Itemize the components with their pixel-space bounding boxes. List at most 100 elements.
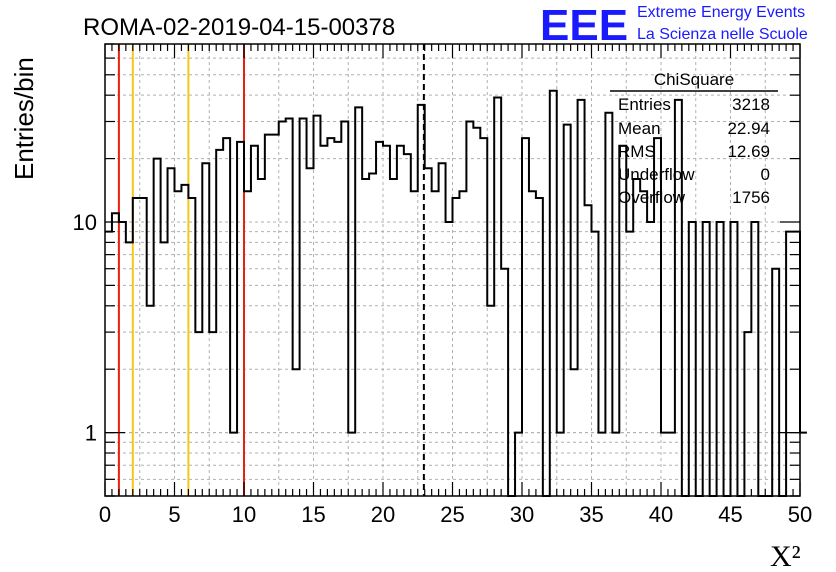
histogram-bin: [327, 138, 334, 496]
axis-ticks: [104, 43, 801, 497]
y-tick-label: 10: [73, 210, 97, 235]
histogram-bin: [341, 122, 348, 496]
histogram-bin: [404, 154, 411, 496]
histogram-bin: [605, 113, 612, 496]
histogram-bin: [668, 433, 675, 496]
x-tick-label: 20: [371, 502, 395, 527]
x-tick-labels: 0 5 10 15 20 25 30 35 40 45 50: [99, 502, 812, 527]
x-tick-label: 35: [579, 502, 603, 527]
histogram-bin: [202, 163, 209, 496]
stats-value-underflow: 0: [761, 165, 770, 184]
histogram-bin: [161, 242, 168, 496]
x-tick-label: 25: [440, 502, 464, 527]
histogram-bin: [487, 306, 494, 496]
histogram-bin: [612, 433, 619, 496]
histogram-bin: [717, 222, 724, 496]
histogram-bin: [133, 198, 140, 496]
histogram-bin: [703, 222, 710, 496]
stats-label-underflow: Underflow: [618, 165, 695, 184]
histogram-bin: [564, 125, 571, 496]
histogram-bin: [105, 232, 112, 496]
histogram-bin: [320, 146, 327, 496]
histogram-bin: [300, 119, 307, 496]
histogram-bin: [272, 135, 279, 496]
histogram-bin: [376, 142, 383, 496]
x-tick-label: 15: [301, 502, 325, 527]
stats-value-overflow: 1756: [732, 188, 770, 207]
x-tick-label: 50: [788, 502, 812, 527]
histogram-bin: [550, 91, 557, 496]
histogram-bin: [314, 116, 321, 496]
histogram-bin: [216, 150, 223, 496]
histogram-bin: [119, 222, 126, 496]
histogram-bin: [237, 142, 244, 496]
x-tick-label: 5: [168, 502, 180, 527]
stats-label-overflow: Overflow: [618, 188, 686, 207]
x-tick-label: 10: [232, 502, 256, 527]
histogram-bin: [626, 232, 633, 496]
histogram-bin: [633, 179, 640, 496]
histogram-bin: [647, 222, 654, 496]
stats-value-entries: 3218: [732, 95, 770, 114]
eee-logo-mark: EEE: [540, 1, 628, 50]
x-tick-label: 45: [718, 502, 742, 527]
histogram-bin: [244, 191, 251, 496]
histogram-bin: [390, 179, 397, 496]
stats-title: ChiSquare: [654, 70, 734, 89]
plot-title: ROMA-02-2019-04-15-00378: [83, 14, 395, 41]
histogram-bin: [501, 269, 508, 496]
histogram-bin: [571, 369, 578, 496]
histogram-bin: [411, 191, 418, 496]
histogram-bin: [369, 173, 376, 496]
stats-label-entries: Entries: [618, 95, 671, 114]
histogram-bin: [744, 332, 751, 496]
grid-lines: [104, 43, 801, 496]
histogram-bin: [383, 146, 390, 496]
histogram-bin: [154, 159, 161, 496]
histogram-bin: [640, 191, 647, 496]
histogram-bin: [126, 242, 133, 496]
stats-box: ChiSquare Entries 3218 Mean 22.94 RMS 12…: [610, 70, 778, 207]
logo-line-2: La Scienza nelle Scuole: [637, 26, 808, 43]
x-tick-label: 30: [510, 502, 534, 527]
histogram-bin: [800, 433, 807, 496]
histogram-bin: [181, 185, 188, 496]
histogram-bin: [230, 433, 237, 496]
histogram-bin: [188, 198, 195, 496]
histogram-bin: [473, 128, 480, 496]
histogram-bin: [494, 98, 501, 496]
histogram-bin: [355, 107, 362, 496]
histogram-bin: [209, 332, 216, 496]
histogram-bin: [480, 138, 487, 496]
histogram-bin: [168, 168, 175, 496]
histogram-bin: [529, 191, 536, 496]
histogram-bin: [397, 146, 404, 496]
histogram-bin: [348, 433, 355, 496]
histogram-bin: [293, 369, 300, 496]
histogram-bin: [286, 119, 293, 496]
stats-value-mean: 22.94: [727, 119, 770, 138]
histogram-bin: [439, 163, 446, 496]
histogram-bin: [140, 198, 147, 496]
histogram-bin: [585, 205, 592, 496]
x-tick-label: 0: [99, 502, 111, 527]
histogram-bin: [522, 138, 529, 496]
histogram-bin: [362, 179, 369, 496]
histogram-bin: [265, 135, 272, 496]
histogram-bin: [661, 433, 668, 496]
histogram-bin: [731, 222, 738, 496]
stats-value-rms: 12.69: [727, 142, 770, 161]
histogram-bin: [223, 138, 230, 496]
histogram-bin: [772, 269, 779, 496]
logo-line-1: Extreme Energy Events: [637, 4, 805, 21]
histogram-bin: [446, 222, 453, 496]
histogram-bin: [425, 168, 432, 496]
histogram-bin: [418, 105, 425, 496]
histogram-bin: [147, 306, 154, 496]
histogram-bin: [675, 100, 682, 496]
histogram-bin: [195, 332, 202, 496]
histogram-bin: [793, 232, 800, 496]
eee-logo: EEE Extreme Energy Events La Scienza nel…: [540, 1, 808, 50]
histogram-bin: [751, 222, 758, 496]
